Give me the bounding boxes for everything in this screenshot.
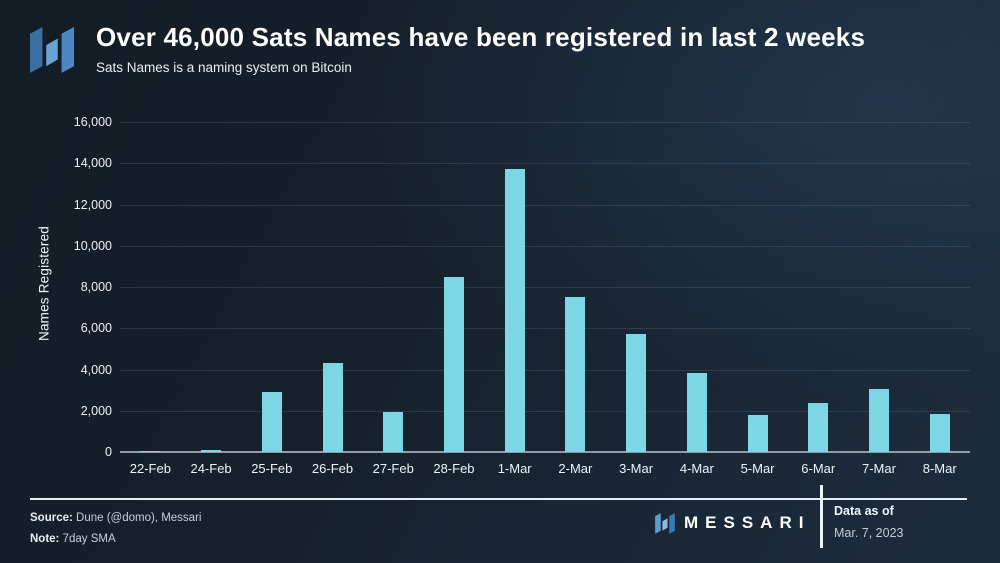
source-note-block: Source: Dune (@domo), Messari Note: 7day…	[30, 508, 201, 550]
gridline	[120, 287, 970, 288]
y-tick-label: 2,000	[80, 403, 112, 418]
x-tick-label: 5-Mar	[740, 461, 775, 476]
bar-25-Feb[interactable]	[261, 392, 282, 452]
y-tick-label: 6,000	[80, 321, 112, 336]
data-as-of-value: Mar. 7, 2023	[834, 526, 904, 540]
y-axis-ticks: 0 2,000 4,000 6,000 8,000 10,000 12,000 14,000 1…	[30, 115, 112, 459]
footer-horizontal-divider	[30, 498, 967, 500]
source-text: Dune (@domo), Messari	[76, 512, 202, 524]
x-tick-label: 4-Mar	[679, 461, 714, 476]
source-label: Source:	[30, 512, 73, 524]
bar-3-Mar[interactable]	[626, 334, 647, 452]
x-axis-ticks: 22-Feb 24-Feb 25-Feb 26-Feb 27-Feb 28-Feb 1-Ma…	[120, 461, 970, 476]
x-tick-label: 7-Mar	[862, 461, 896, 476]
gridline	[120, 163, 970, 165]
bar-4-Mar[interactable]	[686, 372, 707, 452]
data-as-of-label: Data as of	[834, 504, 894, 518]
x-tick-label: 24-Feb	[190, 461, 232, 476]
gridline	[120, 204, 970, 206]
gridline	[120, 328, 970, 330]
bar-6-Mar[interactable]	[808, 402, 829, 452]
bar-5-Mar[interactable]	[747, 414, 768, 452]
plot-area	[120, 122, 970, 453]
y-tick-label: 10,000	[73, 238, 112, 253]
bar-7-Mar[interactable]	[868, 389, 889, 452]
gridline	[120, 369, 970, 371]
x-tick-label: 3-Mar	[619, 461, 654, 476]
x-tick-label: 1-Mar	[497, 461, 532, 476]
y-tick-label: 0	[105, 445, 112, 459]
messari-wordmark: MESSARI	[655, 511, 810, 535]
brand-name: MESSARI	[684, 513, 811, 532]
x-tick-label: 8-Mar	[922, 461, 957, 476]
bar-26-Feb[interactable]	[322, 363, 343, 452]
bar-28-Feb[interactable]	[443, 276, 464, 452]
bar-24-Feb[interactable]	[201, 450, 222, 452]
y-tick-label: 14,000	[73, 156, 112, 171]
bar-2-Mar[interactable]	[565, 297, 586, 452]
footer-vertical-divider	[820, 485, 823, 548]
x-tick-label: 22-Feb	[129, 461, 171, 476]
x-tick-label: 6-Mar	[801, 461, 836, 476]
bar-8-Mar[interactable]	[929, 413, 950, 452]
gridline	[120, 122, 970, 123]
bar-1-Mar[interactable]	[504, 169, 525, 452]
data-as-of-block: Data as of Mar. 7, 2023	[834, 504, 904, 540]
x-axis-line	[120, 451, 970, 453]
gridline	[120, 410, 970, 412]
note-label: Note:	[30, 533, 60, 545]
x-tick-label: 2-Mar	[558, 461, 593, 476]
note-line: Note: 7day SMA	[30, 529, 201, 550]
y-tick-label: 16,000	[73, 115, 112, 129]
y-tick-label: 12,000	[73, 197, 112, 212]
bar-27-Feb[interactable]	[383, 411, 404, 452]
gridline	[120, 245, 970, 247]
messari-logo-icon	[30, 27, 74, 73]
y-tick-label: 8,000	[80, 280, 112, 294]
chart-header: Over 46,000 Sats Names have been registe…	[30, 18, 865, 76]
source-line: Source: Dune (@domo), Messari	[30, 508, 201, 529]
x-tick-label: 25-Feb	[251, 461, 293, 476]
note-text: 7day SMA	[62, 533, 116, 545]
y-tick-label: 4,000	[80, 362, 112, 377]
chart-title: Over 46,000 Sats Names have been registe…	[96, 22, 866, 52]
x-tick-label: 26-Feb	[311, 461, 354, 476]
bar-22-Feb[interactable]	[140, 450, 161, 452]
messari-logo-icon-small	[655, 513, 675, 534]
x-tick-label: 28-Feb	[433, 461, 475, 476]
chart-subtitle: Sats Names is a naming system on Bitcoin	[96, 60, 352, 75]
x-tick-label: 27-Feb	[372, 461, 414, 476]
